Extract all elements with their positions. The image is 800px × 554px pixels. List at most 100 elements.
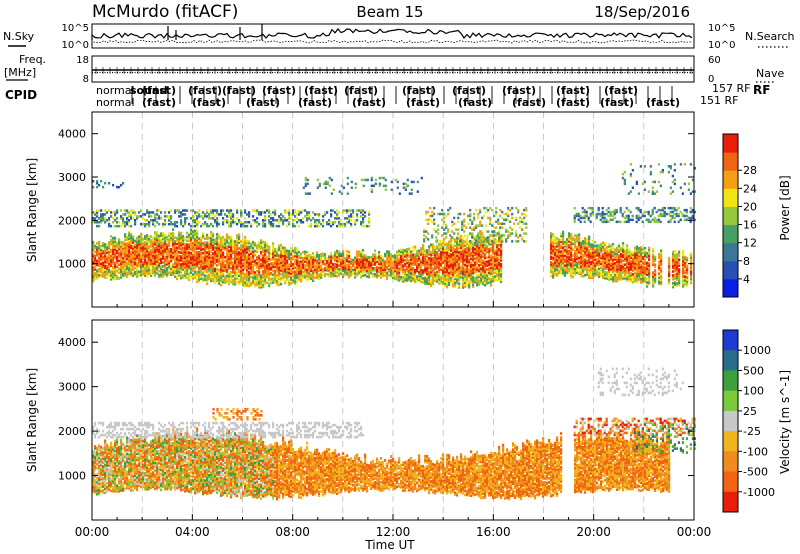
echo-cell xyxy=(140,242,143,246)
echo-cell xyxy=(590,243,593,246)
echo-cell xyxy=(578,241,581,244)
echo-cell xyxy=(108,270,111,273)
echo-cell xyxy=(186,268,189,272)
echo-cell xyxy=(282,260,285,263)
echo-cell xyxy=(438,274,441,277)
echo-cell xyxy=(562,271,565,275)
echo-cell xyxy=(472,246,475,249)
echo-cell xyxy=(436,264,439,268)
echo-cell xyxy=(444,282,447,285)
echo-cell xyxy=(160,267,163,271)
echo-cell xyxy=(212,279,215,283)
echo-cell xyxy=(218,235,221,239)
echo-cell xyxy=(430,251,433,254)
echo-cell xyxy=(130,234,133,238)
echo-cell xyxy=(498,259,501,263)
echo-cell xyxy=(464,258,467,261)
echo-cell xyxy=(552,250,555,254)
echo-cell xyxy=(554,265,557,268)
echo-cell xyxy=(222,267,225,270)
echo-cell xyxy=(104,272,107,275)
echo-cell xyxy=(270,264,273,267)
echo-cell xyxy=(444,251,447,254)
echo-cell xyxy=(314,272,317,275)
echo-cell xyxy=(558,254,561,257)
echo-cell xyxy=(442,251,445,254)
echo-cell xyxy=(122,247,125,250)
echo-cell xyxy=(278,258,281,261)
echo-cell xyxy=(120,224,123,228)
echo-cell xyxy=(308,254,311,257)
echo-cell xyxy=(562,236,565,240)
echo-cell xyxy=(208,250,211,253)
echo-cell xyxy=(182,209,185,212)
echo-cell xyxy=(460,258,463,261)
echo-cell xyxy=(244,273,247,276)
echo-cell xyxy=(148,247,151,250)
echo-cell xyxy=(208,256,211,259)
echo-cell xyxy=(98,221,101,224)
echo-cell xyxy=(558,246,561,249)
echo-cell xyxy=(480,234,483,237)
echo-cell xyxy=(470,241,473,245)
echo-cell xyxy=(566,240,569,243)
echo-cell xyxy=(164,255,167,259)
echo-cell xyxy=(340,262,343,265)
echo-cell xyxy=(198,270,201,274)
echo-cell xyxy=(214,279,217,282)
echo-cell xyxy=(156,267,159,271)
echo-cell xyxy=(272,252,275,255)
echo-cell xyxy=(470,277,473,280)
echo-cell xyxy=(564,272,567,275)
echo-cell xyxy=(626,244,629,247)
echo-cell xyxy=(234,283,237,286)
echo-cell xyxy=(330,269,333,272)
echo-cell xyxy=(204,266,207,270)
echo-cell xyxy=(334,266,337,270)
echo-cell xyxy=(114,254,117,257)
echo-cell xyxy=(352,262,355,266)
echo-cell xyxy=(110,235,113,238)
echo-cell xyxy=(178,270,181,273)
echo-cell xyxy=(240,253,243,257)
echo-cell xyxy=(270,279,273,283)
echo-cell xyxy=(172,249,175,253)
echo-cell xyxy=(304,260,307,263)
echo-cell xyxy=(306,262,309,266)
echo-cell xyxy=(378,252,381,256)
echo-cell xyxy=(142,217,145,220)
echo-cell xyxy=(314,270,317,274)
echo-cell xyxy=(120,241,123,244)
echo-cell xyxy=(294,248,297,252)
echo-cell xyxy=(198,253,201,256)
echo-cell xyxy=(112,273,115,277)
echo-cell xyxy=(394,277,397,281)
echo-cell xyxy=(212,238,215,242)
echo-cell xyxy=(270,252,273,256)
echo-cell xyxy=(166,237,169,241)
echo-cell xyxy=(568,255,571,259)
echo-cell xyxy=(134,211,137,214)
echo-cell xyxy=(402,272,405,275)
echo-cell xyxy=(306,268,309,272)
echo-cell xyxy=(140,269,143,273)
echo-cell xyxy=(498,230,501,233)
echo-cell xyxy=(460,256,463,259)
echo-cell xyxy=(148,252,151,256)
echo-cell xyxy=(232,241,235,245)
echo-cell xyxy=(264,245,267,248)
echo-cell xyxy=(458,262,461,266)
echo-cell xyxy=(176,271,179,275)
echo-cell xyxy=(454,281,457,285)
echo-cell xyxy=(290,268,293,272)
echo-cell xyxy=(404,270,407,274)
echo-cell xyxy=(436,274,439,278)
echo-cell xyxy=(120,258,123,262)
echo-cell xyxy=(438,260,441,264)
echo-cell xyxy=(172,232,175,235)
echo-cell xyxy=(184,243,187,246)
echo-cell xyxy=(302,266,305,270)
echo-cell xyxy=(454,275,457,279)
echo-cell xyxy=(152,262,155,265)
echo-cell xyxy=(342,263,345,267)
